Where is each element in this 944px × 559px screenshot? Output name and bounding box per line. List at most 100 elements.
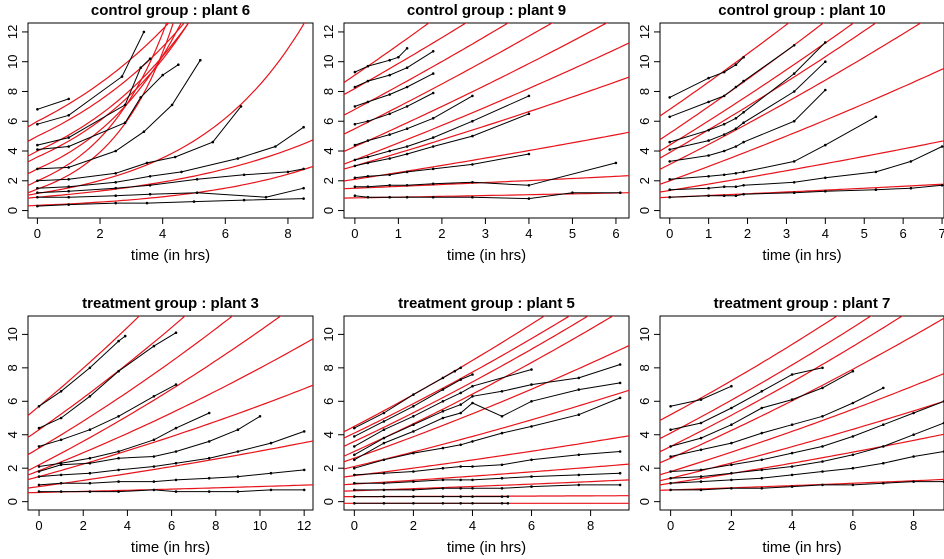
data-point	[405, 195, 409, 199]
data-point	[882, 461, 885, 465]
fitted-curve	[660, 478, 944, 491]
observed-line	[354, 484, 621, 491]
x-tick-label: 8	[212, 518, 219, 533]
y-tick-label: 4	[637, 147, 652, 154]
fitted-curve	[660, 23, 855, 152]
data-point	[821, 483, 824, 487]
data-point	[618, 396, 622, 400]
panel-title: treatment group : plant 3	[82, 295, 259, 312]
data-point	[412, 451, 415, 455]
data-point	[382, 458, 386, 462]
data-point	[170, 103, 174, 107]
data-point	[471, 195, 474, 199]
data-point	[668, 160, 671, 163]
data-point	[722, 173, 726, 177]
data-point	[500, 495, 504, 498]
data-point	[792, 90, 796, 93]
data-point	[471, 134, 474, 138]
data-point	[459, 403, 463, 406]
x-tick-label: 10	[253, 518, 267, 533]
fitted-curve	[28, 23, 182, 175]
fitted-curve	[28, 338, 313, 476]
data-point	[366, 161, 370, 165]
data-point	[302, 197, 305, 200]
fitted-curve	[344, 23, 430, 83]
data-point	[180, 170, 183, 174]
y-tick-label: 8	[321, 364, 336, 371]
data-point	[821, 386, 824, 390]
data-point	[412, 423, 415, 427]
data-point	[114, 194, 117, 197]
data-point	[500, 415, 504, 418]
y-tick-label: 6	[321, 398, 336, 405]
data-point	[459, 487, 463, 490]
data-point	[530, 485, 533, 488]
data-point	[699, 488, 703, 492]
data-point	[412, 393, 415, 396]
data-point	[431, 145, 435, 148]
data-point	[699, 421, 703, 425]
data-point	[742, 111, 745, 114]
data-point	[669, 455, 672, 458]
data-point	[441, 416, 445, 420]
data-point	[405, 66, 409, 69]
data-point	[431, 117, 435, 120]
observed-line	[354, 47, 408, 73]
fitted-curve	[344, 23, 608, 152]
data-point	[412, 495, 415, 498]
x-tick-label: 5	[861, 226, 868, 241]
data-point	[88, 456, 92, 460]
data-point	[760, 458, 764, 462]
data-point	[668, 115, 671, 119]
data-point	[174, 490, 178, 493]
data-point	[405, 105, 409, 108]
data-point	[459, 465, 463, 468]
data-point	[730, 406, 733, 410]
data-point	[412, 415, 415, 418]
x-tick-label: 2	[96, 226, 103, 241]
panel-4: treatment group : plant 3 0 2 4 6 8 10 12 0 2 4 6 8 1…	[5, 295, 314, 556]
panel-5: treatment group : plant 5 0 2 4 6 8 0 2 4 6 8 10 tim…	[321, 295, 630, 556]
x-tick-label: 3	[482, 226, 489, 241]
data-point	[59, 490, 63, 493]
data-point	[148, 184, 152, 187]
data-point	[471, 163, 474, 166]
x-tick-label: 2	[744, 226, 751, 241]
data-point	[792, 72, 796, 75]
fitted-curve	[28, 316, 141, 416]
data-point	[139, 66, 142, 69]
data-point	[236, 157, 240, 160]
data-point	[366, 155, 370, 159]
data-point	[734, 85, 738, 89]
data-point	[730, 463, 733, 467]
data-point	[792, 119, 796, 123]
data-point	[821, 470, 824, 473]
data-point	[195, 178, 199, 181]
y-tick-label: 2	[637, 465, 652, 472]
fitted-curve	[28, 23, 174, 194]
x-axis-label: time (in hrs)	[447, 539, 526, 556]
observed-line	[38, 430, 305, 478]
observed-line	[354, 451, 621, 476]
fitted-curve	[660, 23, 825, 141]
data-point	[734, 117, 738, 120]
data-point	[940, 184, 944, 187]
data-point	[67, 114, 70, 117]
data-point	[730, 487, 733, 490]
data-point	[431, 91, 435, 95]
data-point	[577, 453, 581, 457]
data-point	[821, 460, 824, 463]
data-point	[792, 191, 796, 194]
plot-frame	[27, 22, 314, 219]
data-point	[790, 398, 794, 401]
data-point	[353, 495, 356, 498]
data-point	[236, 428, 240, 432]
data-point	[152, 465, 156, 468]
data-point	[366, 139, 370, 142]
data-point	[405, 170, 409, 174]
panel-3: control group : plant 100 1 2 3 4 5 6 702468101…	[637, 2, 944, 264]
data-point	[668, 195, 671, 199]
data-point	[669, 445, 672, 448]
data-point	[67, 97, 70, 101]
data-point	[912, 411, 915, 415]
